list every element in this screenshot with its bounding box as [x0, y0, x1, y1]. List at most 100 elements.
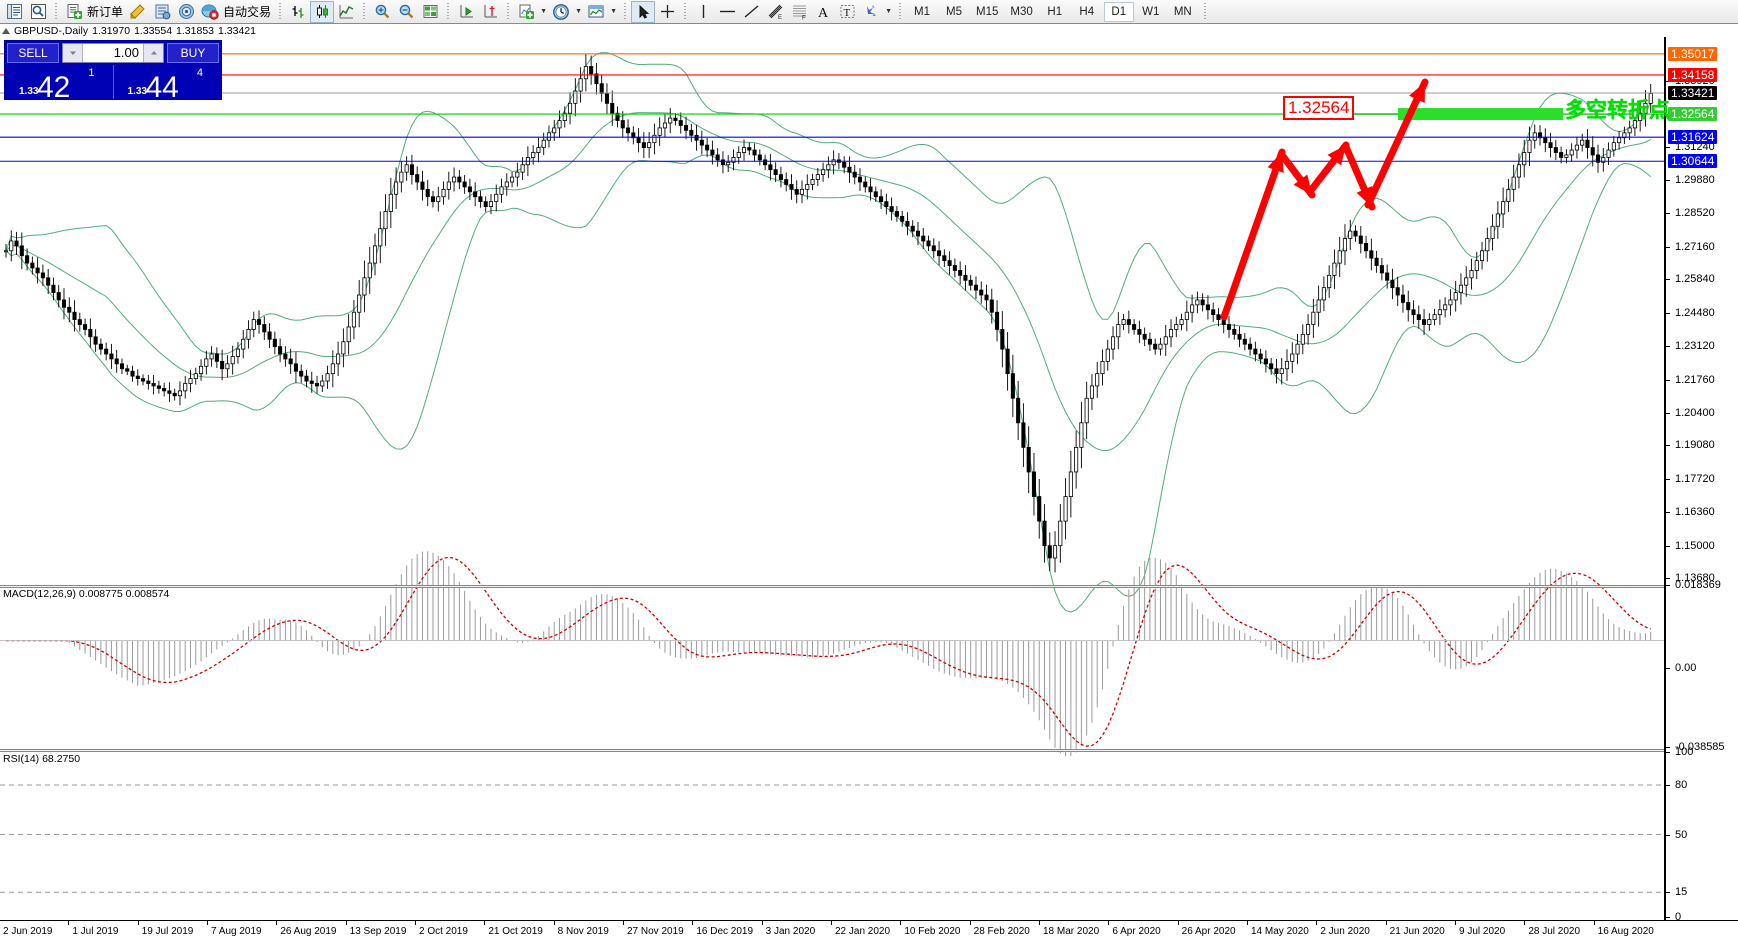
ohlc-close: 1.33421: [218, 25, 256, 37]
svg-text:A: A: [818, 6, 829, 20]
date-axis-tick: [969, 921, 971, 925]
date-axis-label: 21 Oct 2019: [488, 926, 543, 937]
buy-price-display[interactable]: 1.33 44 4: [112, 65, 222, 103]
timeframe-m1[interactable]: M1: [914, 5, 931, 18]
sell-price-display[interactable]: 1.33 42 1: [5, 65, 113, 103]
signals-icon[interactable]: [174, 1, 198, 23]
toolbar-separator: [1202, 2, 1208, 22]
lot-decrease-button[interactable]: [63, 44, 83, 62]
one-click-trading-panel[interactable]: SELL 1.00 BUY 1.33 42 1 1.33 44 4: [4, 40, 222, 103]
zoom-in-icon[interactable]: [370, 1, 394, 23]
date-axis-label: 18 Mar 2020: [1043, 926, 1100, 937]
date-axis-tick: [345, 921, 347, 925]
timeframe-w1[interactable]: W1: [1142, 5, 1160, 18]
add-indicator-icon[interactable]: [514, 1, 538, 23]
annotation-chinese-note[interactable]: 多空转折点: [1565, 99, 1670, 122]
price-level-badge[interactable]: 1.35017: [1668, 46, 1718, 61]
date-axis-label: 28 Jul 2020: [1528, 926, 1581, 937]
annotation-price-box[interactable]: 1.32564: [1283, 96, 1355, 120]
candlestick-chart-icon[interactable]: [310, 0, 335, 23]
pane-splitter-rsi[interactable]: [0, 749, 1664, 752]
date-axis-tick: [1108, 921, 1110, 925]
date-axis-tick: [1039, 921, 1040, 925]
chart-canvas[interactable]: [0, 37, 1664, 920]
timeframe-h1[interactable]: H1: [1047, 5, 1063, 18]
date-axis[interactable]: 2 Jun 2019 1 Jul 2019 19 Jul 2019 7 Aug 201…: [0, 920, 1738, 943]
price-level-badge[interactable]: 1.30644: [1668, 154, 1718, 169]
date-axis-label: 14 May 2020: [1251, 926, 1309, 937]
rsi-axis-tick: 80: [1666, 780, 1687, 791]
timeframe-group: M1 M5 M15 M30 H1 H4 D1 W1 MN: [906, 1, 1199, 22]
date-axis-label: 13 Sep 2019: [349, 926, 407, 937]
collapse-triangle-icon[interactable]: [2, 28, 10, 34]
trendline-icon[interactable]: [739, 1, 763, 23]
data-window-icon[interactable]: [26, 1, 50, 23]
lot-increase-button[interactable]: [143, 44, 163, 62]
autotrading-label[interactable]: 自动交易: [223, 5, 272, 19]
periodicity-icon[interactable]: [549, 1, 573, 23]
timeframe-m30[interactable]: M30: [1010, 5, 1033, 18]
strategy-tester-icon[interactable]: [150, 1, 174, 23]
timeframe-m15[interactable]: M15: [976, 5, 999, 18]
chevron-down-icon[interactable]: ▼: [575, 8, 582, 15]
price-level-badge[interactable]: 1.31624: [1668, 130, 1718, 145]
text-icon[interactable]: A: [811, 1, 835, 23]
crosshair-icon[interactable]: [655, 1, 679, 23]
timeframe-h4[interactable]: H4: [1079, 5, 1095, 18]
autotrading-icon[interactable]: [198, 1, 222, 23]
date-axis-label: 28 Feb 2020: [973, 926, 1030, 937]
buy-button[interactable]: BUY: [167, 43, 219, 63]
price-level-badge[interactable]: 1.33421: [1668, 86, 1718, 100]
metaeditor-icon[interactable]: [126, 1, 150, 23]
pane-splitter-macd[interactable]: [0, 585, 1664, 588]
shapes-icon[interactable]: [859, 1, 883, 23]
timeframe-m5[interactable]: M5: [946, 5, 963, 18]
chevron-down-icon[interactable]: ▼: [540, 8, 547, 15]
line-chart-icon[interactable]: [334, 1, 358, 23]
sell-price-big: 42: [37, 71, 71, 104]
chevron-down-icon[interactable]: ▼: [885, 8, 892, 15]
rsi-axis-tick: 100: [1666, 747, 1693, 758]
sell-button[interactable]: SELL: [7, 43, 59, 63]
horizontal-line-icon[interactable]: [715, 1, 739, 23]
date-axis-tick: [207, 921, 208, 925]
chart-grid-icon[interactable]: [418, 1, 442, 23]
one-click-price-row: 1.33 42 1 1.33 44 4: [5, 65, 222, 103]
bar-chart-icon[interactable]: [286, 1, 310, 23]
lot-size-value[interactable]: 1.00: [113, 45, 139, 60]
toolbar-separator: [445, 2, 451, 22]
vertical-line-icon[interactable]: [691, 1, 715, 23]
price-axis[interactable]: 1.339201.325601.312401.298801.285201.271…: [1664, 37, 1738, 923]
date-axis-label: 8 Nov 2019: [557, 926, 609, 937]
price-axis-tick: 1.25840: [1666, 274, 1715, 285]
lot-size-stepper[interactable]: 1.00: [62, 43, 164, 63]
price-level-badge[interactable]: 1.34158: [1668, 67, 1718, 82]
macd-axis-tick: 0.018369: [1666, 580, 1721, 591]
price-axis-tick: 1.31240: [1666, 141, 1715, 153]
new-order-icon[interactable]: [62, 1, 86, 23]
date-axis-tick: [1385, 921, 1387, 925]
date-axis-label: 2 Oct 2019: [419, 926, 468, 937]
date-axis-label: 2 Jun 2019: [3, 926, 53, 937]
equidistant-channel-icon[interactable]: E: [763, 1, 787, 23]
zoom-out-icon[interactable]: [394, 1, 418, 23]
toolbar-separator: [505, 2, 511, 22]
date-axis-label: 9 Jul 2020: [1459, 926, 1506, 937]
templates-icon[interactable]: [584, 1, 608, 23]
timeframe-mn[interactable]: MN: [1173, 5, 1192, 18]
date-axis-tick: [68, 921, 70, 925]
rsi-axis-tick: 15: [1666, 887, 1687, 898]
price-level-badge[interactable]: 1.32564: [1668, 107, 1718, 122]
text-label-icon[interactable]: T: [835, 1, 859, 23]
market-watch-icon[interactable]: [2, 1, 26, 23]
new-order-label[interactable]: 新订单: [87, 5, 124, 19]
fibonacci-retracement-icon[interactable]: F: [787, 1, 811, 23]
timeframe-d1[interactable]: D1: [1103, 1, 1134, 22]
date-axis-tick: [1524, 921, 1526, 925]
cursor-icon[interactable]: [631, 0, 656, 23]
date-axis-label: 3 Jan 2020: [765, 926, 816, 937]
chart-shift-icon[interactable]: [478, 1, 502, 23]
toolbar-separator: [277, 2, 283, 22]
auto-scroll-icon[interactable]: [454, 1, 478, 23]
chevron-down-icon[interactable]: ▼: [610, 8, 617, 15]
